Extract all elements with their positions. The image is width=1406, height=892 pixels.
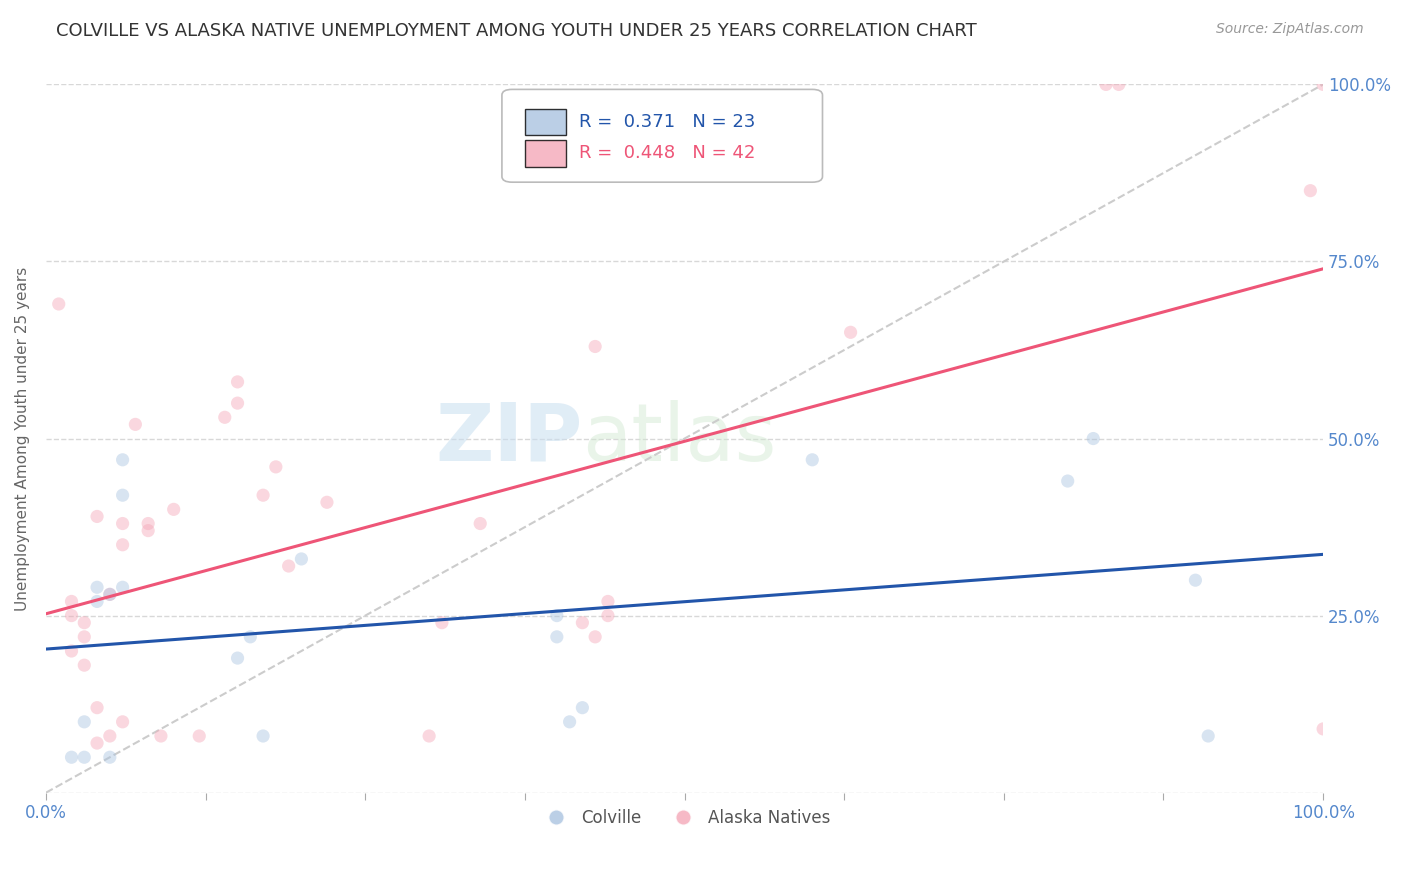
Point — [1108, 78, 1130, 92]
Point — [571, 615, 593, 630]
Point — [1312, 78, 1334, 92]
Point — [48, 297, 70, 311]
Point — [226, 651, 249, 665]
Point — [290, 552, 312, 566]
Point — [252, 729, 274, 743]
Point — [1184, 573, 1206, 587]
Point — [1083, 432, 1105, 446]
Point — [1312, 722, 1334, 736]
Point — [214, 410, 236, 425]
Point — [583, 339, 606, 353]
Point — [277, 559, 299, 574]
Point — [98, 587, 121, 601]
Point — [60, 644, 83, 658]
Point — [136, 516, 159, 531]
Legend: Colville, Alaska Natives: Colville, Alaska Natives — [533, 803, 837, 834]
Text: COLVILLE VS ALASKA NATIVE UNEMPLOYMENT AMONG YOUTH UNDER 25 YEARS CORRELATION CH: COLVILLE VS ALASKA NATIVE UNEMPLOYMENT A… — [56, 22, 977, 40]
Point — [1197, 729, 1219, 743]
Point — [98, 750, 121, 764]
Point — [86, 594, 108, 608]
Point — [136, 524, 159, 538]
Point — [596, 608, 619, 623]
Point — [264, 459, 287, 474]
Point — [839, 326, 862, 340]
Point — [111, 452, 134, 467]
Point — [418, 729, 440, 743]
Text: Source: ZipAtlas.com: Source: ZipAtlas.com — [1216, 22, 1364, 37]
Point — [1056, 474, 1078, 488]
Point — [801, 452, 824, 467]
Point — [470, 516, 492, 531]
Point — [73, 658, 96, 673]
Point — [1299, 184, 1322, 198]
Text: R =  0.371   N = 23: R = 0.371 N = 23 — [578, 113, 755, 131]
Point — [239, 630, 262, 644]
Text: atlas: atlas — [582, 400, 776, 477]
Point — [583, 630, 606, 644]
Point — [60, 608, 83, 623]
Point — [430, 615, 453, 630]
Point — [546, 608, 568, 623]
Point — [86, 580, 108, 594]
Point — [60, 750, 83, 764]
Point — [73, 615, 96, 630]
Y-axis label: Unemployment Among Youth under 25 years: Unemployment Among Youth under 25 years — [15, 267, 30, 611]
Point — [163, 502, 186, 516]
Point — [571, 700, 593, 714]
Point — [546, 630, 568, 644]
Text: R =  0.448   N = 42: R = 0.448 N = 42 — [578, 145, 755, 162]
Point — [98, 729, 121, 743]
FancyBboxPatch shape — [524, 140, 565, 167]
Point — [252, 488, 274, 502]
Point — [86, 509, 108, 524]
Point — [596, 594, 619, 608]
Point — [111, 580, 134, 594]
Point — [149, 729, 172, 743]
Point — [86, 736, 108, 750]
FancyBboxPatch shape — [524, 109, 565, 136]
Point — [226, 375, 249, 389]
Point — [558, 714, 581, 729]
Point — [111, 714, 134, 729]
Point — [226, 396, 249, 410]
Point — [111, 488, 134, 502]
Point — [188, 729, 211, 743]
Point — [316, 495, 339, 509]
Point — [73, 714, 96, 729]
Text: ZIP: ZIP — [434, 400, 582, 477]
Point — [73, 630, 96, 644]
Point — [98, 587, 121, 601]
Point — [1095, 78, 1118, 92]
Point — [73, 750, 96, 764]
Point — [111, 516, 134, 531]
Point — [60, 594, 83, 608]
Point — [124, 417, 146, 432]
Point — [86, 700, 108, 714]
FancyBboxPatch shape — [502, 89, 823, 182]
Point — [111, 538, 134, 552]
